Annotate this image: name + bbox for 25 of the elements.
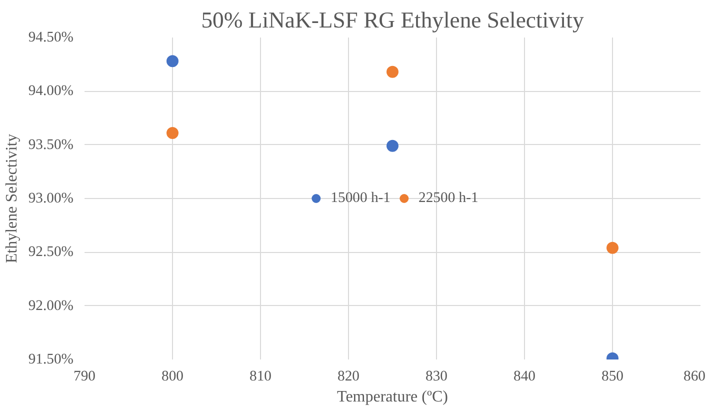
x-tick-label: 830 xyxy=(426,368,448,384)
y-tick-label: 93.50% xyxy=(28,136,74,153)
x-tick-label: 820 xyxy=(338,368,360,384)
y-axis-title: Ethylene Selectivity xyxy=(3,134,20,264)
x-tick-label: 800 xyxy=(162,368,184,384)
legend-label: 15000 h-1 xyxy=(330,190,390,206)
y-tick-label: 92.00% xyxy=(28,298,74,314)
point xyxy=(606,242,618,254)
point xyxy=(166,55,178,68)
chart-title: 50% LiNaK-LSF RG Ethylene Selectivity xyxy=(201,8,584,32)
y-tick-label: 91.50% xyxy=(28,352,74,368)
legend-label: 22500 h-1 xyxy=(418,190,478,206)
y-tick-label: 94.50% xyxy=(28,30,74,46)
point xyxy=(386,140,398,152)
x-tick-label: 810 xyxy=(250,368,272,384)
x-tick-label: 840 xyxy=(514,368,536,384)
point xyxy=(386,66,398,78)
x-tick-label: 790 xyxy=(74,368,96,384)
point xyxy=(166,127,178,140)
x-tick-label: 850 xyxy=(602,368,624,384)
y-tick-label: 93.00% xyxy=(28,190,74,206)
x-tick-label: 860 xyxy=(684,368,706,384)
y-tick-label: 92.50% xyxy=(28,244,74,260)
y-tick-label: 94.00% xyxy=(28,83,74,100)
x-axis-title: Temperature (ºC) xyxy=(337,388,448,406)
